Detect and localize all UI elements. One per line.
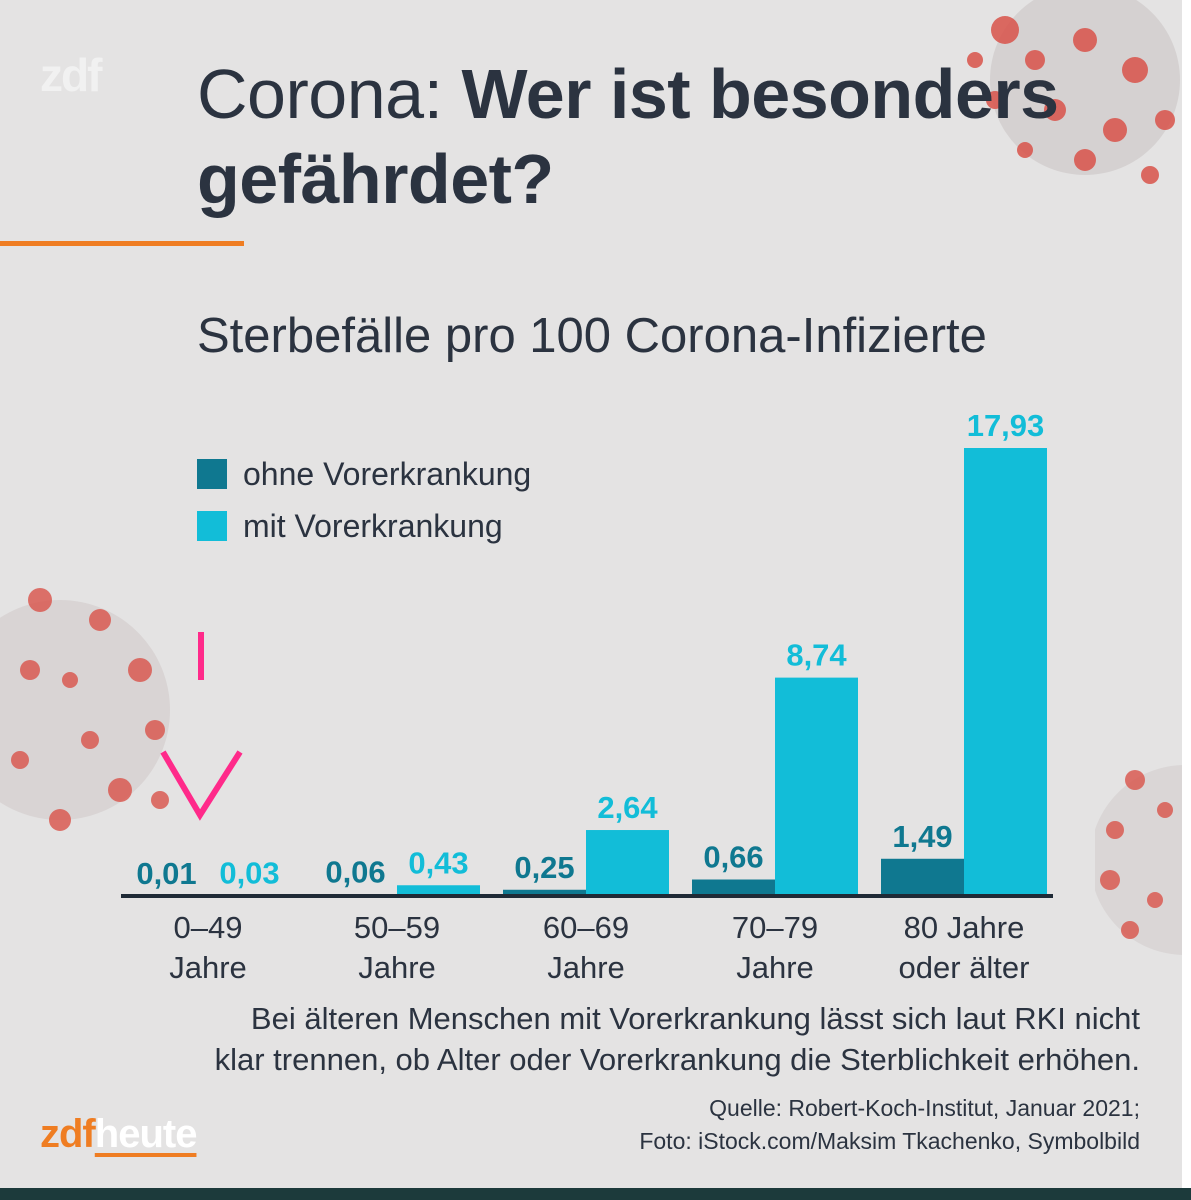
value-label-mit-2: 2,64 [597, 790, 658, 825]
frame-edge-right [1182, 0, 1191, 1200]
bar-mit-3 [775, 677, 858, 896]
accent-divider [0, 241, 244, 246]
bar-ohne-2 [503, 889, 586, 896]
value-label-ohne-0: 0,01 [136, 856, 196, 891]
zdf-logo-top: zdf [40, 49, 102, 101]
value-label-ohne-1: 0,06 [325, 855, 385, 890]
bar-mit-4 [964, 448, 1047, 896]
chart-title: Sterbefälle pro 100 Corona-Infizierte [197, 309, 987, 363]
chart-caption: Bei älteren Menschen mit Vorerkrankung l… [60, 998, 1140, 1080]
value-label-ohne-4: 1,49 [892, 819, 952, 854]
x-tick-label-2-0: 60–69 [543, 910, 629, 945]
value-label-mit-4: 17,93 [967, 408, 1045, 443]
legend-swatch-ohne [197, 459, 227, 489]
x-tick-label-3-0: 70–79 [732, 910, 818, 945]
x-tick-label-3-1: Jahre [736, 950, 814, 985]
virus-illustration-top-right [967, 0, 1180, 184]
legend-label-ohne: ohne Vorerkrankung [243, 455, 532, 492]
x-tick-label-4-0: 80 Jahre [904, 910, 1025, 945]
bar-mit-1 [397, 885, 480, 896]
value-label-ohne-3: 0,66 [703, 840, 763, 875]
legend-swatch-mit [197, 511, 227, 541]
value-label-mit-1: 0,43 [408, 845, 468, 880]
logo-zdf: zdf [40, 1112, 96, 1156]
x-tick-label-0-0: 0–49 [174, 910, 243, 945]
caption-line-1: Bei älteren Menschen mit Vorerkrankung l… [250, 1001, 1140, 1036]
legend-item-ohne: ohne Vorerkrankung [197, 448, 531, 500]
legend-label-mit: mit Vorerkrankung [243, 507, 503, 544]
value-label-mit-0: 0,03 [219, 855, 279, 890]
title-bold: Wer ist besonders gefährdet? [197, 55, 1059, 218]
legend-item-mit: mit Vorerkrankung [197, 500, 531, 552]
virus-illustration-left [0, 588, 170, 831]
zdfheute-logo: zdfheute [40, 1112, 198, 1157]
bar-mit-2 [586, 830, 669, 896]
x-tick-label-4-1: oder älter [899, 950, 1030, 985]
annotation-marks [160, 632, 243, 821]
bars-group: 0,01 0,03 0–49 Jahre 0,06 0,43 50–59 Jahre 0,25 2… [121, 408, 1053, 985]
value-label-mit-3: 8,74 [786, 638, 847, 673]
virus-illustration-right [1095, 765, 1191, 955]
x-tick-label-1-1: Jahre [358, 950, 436, 985]
value-label-ohne-2: 0,25 [514, 850, 574, 885]
x-tick-label-2-1: Jahre [547, 950, 625, 985]
frame-edge-bottom [0, 1188, 1191, 1200]
x-tick-label-1-0: 50–59 [354, 910, 440, 945]
logo-heute: heute [94, 1112, 198, 1156]
page-title: Corona: Wer ist besonders gefährdet? [197, 52, 1077, 222]
source-credit: Quelle: Robert-Koch-Institut, Januar 202… [400, 1092, 1140, 1158]
source-line-1: Quelle: Robert-Koch-Institut, Januar 202… [709, 1095, 1140, 1121]
title-regular: Corona: [197, 55, 462, 133]
bar-chart: 0,01 0,03 0–49 Jahre 0,06 0,43 50–59 Jahre 0,25 2… [121, 408, 1053, 985]
x-tick-label-0-1: Jahre [169, 950, 247, 985]
chart-legend: ohne Vorerkrankung mit Vorerkrankung [197, 448, 531, 552]
bar-ohne-4 [881, 858, 964, 896]
bar-ohne-3 [692, 879, 775, 896]
caption-line-2: klar trennen, ob Alter oder Vorerkrankun… [214, 1042, 1140, 1077]
annotation-v-checkmark [160, 750, 243, 821]
source-line-2: Foto: iStock.com/Maksim Tkachenko, Symbo… [639, 1128, 1140, 1154]
